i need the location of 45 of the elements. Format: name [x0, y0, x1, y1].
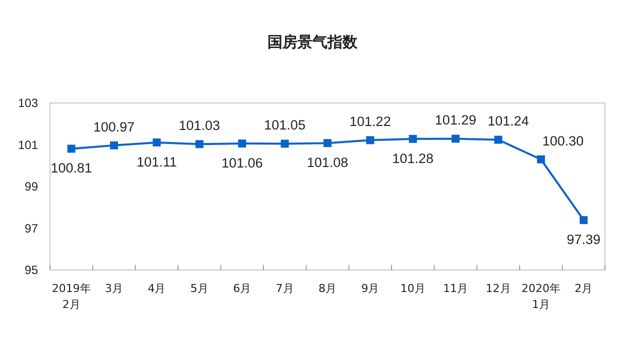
- x-tick-label: 10月: [400, 282, 426, 295]
- x-tick-label: 12月: [486, 282, 511, 295]
- x-tick-label: 6月: [233, 282, 252, 295]
- point: [280, 140, 289, 148]
- data-label: 101.03: [178, 118, 220, 134]
- point: [67, 144, 76, 153]
- data-label: 101.29: [434, 112, 476, 128]
- y-tick-label: 103: [18, 96, 38, 110]
- x-tick-label: 2月: [574, 282, 593, 295]
- y-tick-label: 97: [24, 221, 38, 236]
- x-tick-label: 3月: [105, 282, 124, 295]
- point: [536, 155, 545, 164]
- y-tick-label: 95: [24, 263, 38, 277]
- data-label: 101.06: [221, 155, 263, 170]
- data-label: 101.22: [350, 114, 391, 130]
- x-tick-label: 5月: [190, 282, 208, 295]
- data-label: 101.28: [392, 150, 434, 166]
- x-tick-label: 2019年 2月: [52, 282, 91, 311]
- point: [324, 139, 332, 148]
- data-label: 101.08: [306, 155, 348, 170]
- point: [494, 136, 502, 144]
- data-label: 97.39: [566, 232, 601, 248]
- point: [110, 141, 118, 150]
- data-label: 101.24: [488, 114, 530, 129]
- x-tick-label: 7月: [276, 282, 294, 295]
- data-label: 100.97: [93, 119, 135, 134]
- data-label: 101.11: [136, 154, 177, 170]
- y-tick-label: 99: [24, 180, 38, 194]
- point: [195, 140, 204, 148]
- point: [366, 136, 374, 144]
- x-tick-label: 9月: [361, 282, 380, 295]
- x-tick-label: 4月: [148, 282, 166, 295]
- point: [238, 139, 246, 148]
- data-label: 101.05: [264, 118, 306, 133]
- point: [580, 216, 588, 224]
- point: [452, 134, 460, 143]
- x-tick-label: 2020年 1月: [521, 282, 560, 311]
- point: [408, 134, 417, 143]
- y-tick-label: 101: [18, 138, 38, 152]
- chart-title: 国房景气指数: [268, 33, 358, 51]
- data-label: 100.30: [542, 133, 584, 148]
- x-tick-label: 8月: [318, 282, 336, 295]
- x-tick-label: 11月: [443, 282, 468, 295]
- data-label: 100.81: [50, 160, 92, 176]
- point: [152, 138, 161, 146]
